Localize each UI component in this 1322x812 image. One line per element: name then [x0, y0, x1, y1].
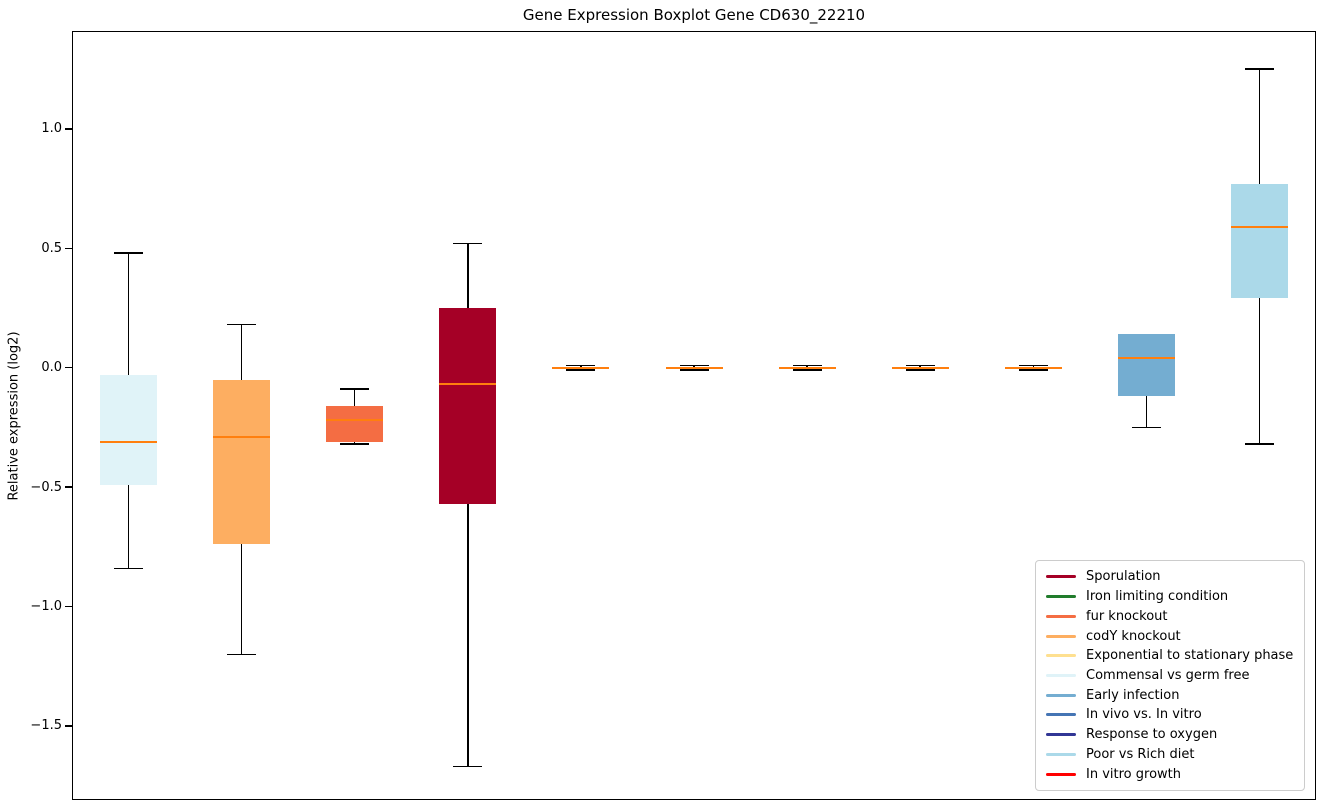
whisker-line	[1145, 396, 1148, 428]
whisker-cap	[1244, 443, 1274, 445]
y-tick-mark	[65, 366, 72, 369]
legend-swatch	[1046, 654, 1076, 658]
legend-swatch	[1046, 673, 1076, 677]
y-tick-label: −1.5	[30, 718, 62, 734]
chart-title: Gene Expression Boxplot Gene CD630_22210	[522, 6, 866, 24]
legend-item: In vitro growth	[1046, 765, 1294, 784]
whisker-cap	[679, 369, 709, 371]
legend-swatch	[1046, 595, 1076, 599]
y-tick-mark	[65, 486, 72, 488]
y-tick-mark	[65, 605, 72, 608]
y-tick-mark	[65, 725, 72, 727]
median-line	[100, 440, 158, 443]
median-line	[213, 435, 271, 438]
boxplot-box	[100, 374, 158, 485]
whisker-cap	[1131, 426, 1161, 429]
whisker-line	[353, 441, 356, 445]
legend-swatch	[1046, 693, 1076, 697]
legend-label: codY knockout	[1086, 628, 1181, 644]
y-tick-label: 1.0	[41, 121, 62, 137]
legend-item: codY knockout	[1046, 627, 1294, 646]
legend-item: Response to oxygen	[1046, 725, 1294, 744]
legend-label: Response to oxygen	[1086, 727, 1218, 743]
legend: Sporulation Iron limiting condition fur kn…	[1035, 560, 1305, 791]
legend-label: Commensal vs germ free	[1086, 667, 1250, 683]
median-line	[1004, 366, 1062, 369]
whisker-line	[1258, 69, 1261, 184]
whisker-line	[127, 484, 130, 569]
legend-swatch	[1046, 634, 1076, 638]
legend-label: Iron limiting condition	[1086, 589, 1229, 605]
legend-label: Poor vs Rich diet	[1086, 746, 1195, 762]
whisker-cap	[566, 364, 596, 367]
legend-swatch	[1046, 772, 1076, 776]
legend-label: In vitro growth	[1086, 766, 1181, 782]
whisker-cap	[1018, 369, 1048, 371]
whisker-cap	[1244, 68, 1274, 70]
boxplot-box	[1230, 183, 1288, 299]
whisker-cap	[1018, 364, 1048, 367]
legend-item: Iron limiting condition	[1046, 587, 1294, 606]
whisker-cap	[566, 369, 596, 371]
whisker-cap	[114, 252, 144, 254]
whisker-line	[240, 544, 243, 655]
y-tick-mark	[65, 247, 72, 250]
median-line	[665, 366, 723, 369]
boxplot-box	[1117, 334, 1175, 397]
legend-label: fur knockout	[1086, 608, 1168, 624]
legend-swatch	[1046, 713, 1076, 717]
whisker-cap	[905, 369, 935, 371]
y-tick-mark	[65, 128, 72, 130]
median-line	[778, 366, 836, 369]
whisker-line	[467, 243, 469, 309]
whisker-line	[467, 503, 469, 767]
legend-swatch	[1046, 752, 1076, 756]
legend-label: Exponential to stationary phase	[1086, 648, 1294, 664]
legend-label: In vivo vs. In vitro	[1086, 707, 1202, 723]
legend-item: Sporulation	[1046, 567, 1294, 586]
whisker-cap	[453, 242, 483, 245]
boxplot-box	[326, 405, 384, 442]
legend-item: Commensal vs germ free	[1046, 666, 1294, 685]
whisker-line	[240, 324, 243, 380]
legend-item: fur knockout	[1046, 607, 1294, 626]
whisker-cap	[114, 567, 144, 570]
whisker-line	[1258, 298, 1261, 445]
whisker-cap	[792, 364, 822, 367]
whisker-line	[127, 253, 130, 375]
whisker-cap	[227, 323, 257, 326]
y-tick-label: 0.5	[41, 240, 62, 256]
y-tick-label: −1.0	[30, 599, 62, 615]
whisker-cap	[453, 765, 483, 768]
whisker-cap	[905, 364, 935, 367]
legend-label: Sporulation	[1086, 569, 1161, 585]
median-line	[552, 366, 610, 369]
legend-item: Exponential to stationary phase	[1046, 646, 1294, 665]
median-line	[891, 366, 949, 369]
legend-label: Early infection	[1086, 687, 1180, 703]
y-tick-label: −0.5	[30, 479, 62, 495]
median-line	[439, 383, 497, 386]
whisker-line	[353, 389, 356, 406]
whisker-cap	[679, 364, 709, 367]
legend-swatch	[1046, 575, 1076, 579]
legend-swatch	[1046, 733, 1076, 737]
legend-swatch	[1046, 614, 1076, 618]
whisker-cap	[340, 388, 370, 390]
y-tick-label: 0.0	[41, 360, 62, 376]
whisker-cap	[792, 369, 822, 371]
median-line	[1230, 225, 1288, 228]
legend-item: Early infection	[1046, 686, 1294, 705]
boxplot-box	[439, 308, 497, 504]
legend-item: Poor vs Rich diet	[1046, 745, 1294, 764]
median-line	[1117, 357, 1175, 360]
median-line	[326, 419, 384, 422]
whisker-cap	[227, 653, 257, 656]
legend-item: In vivo vs. In vitro	[1046, 705, 1294, 724]
whisker-cap	[340, 443, 370, 445]
y-axis-label: Relative expression (log2)	[6, 331, 22, 501]
boxplot-box	[213, 379, 271, 545]
